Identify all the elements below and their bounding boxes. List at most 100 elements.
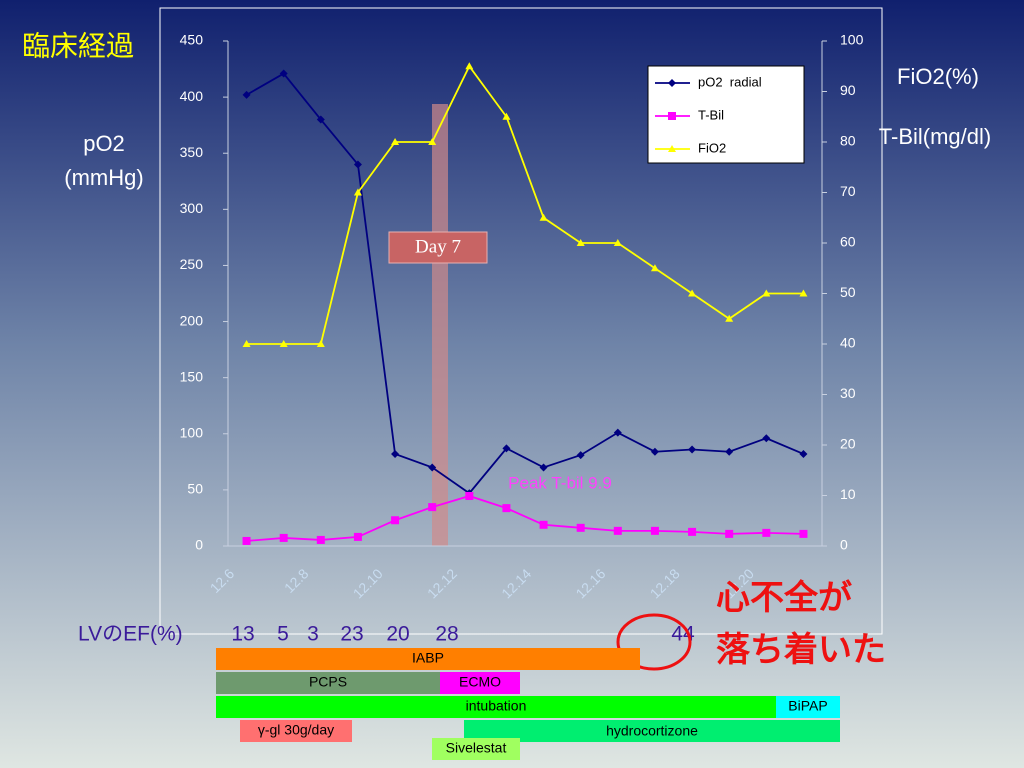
- y2-tick-label: 80: [840, 133, 856, 149]
- y-tick-label: 400: [180, 88, 204, 104]
- y2-tick-label: 50: [840, 284, 856, 300]
- data-point: [279, 340, 288, 347]
- data-point: [613, 239, 622, 246]
- data-point: [316, 340, 325, 347]
- data-point: [353, 532, 362, 541]
- data-point: [762, 289, 771, 297]
- y2-axis-label: T-Bil(mg/dl): [879, 124, 991, 149]
- data-point: [799, 529, 808, 538]
- data-point: [613, 526, 622, 535]
- data-point: [428, 463, 437, 472]
- data-point: [428, 138, 437, 145]
- therapy-bar: [440, 672, 520, 694]
- therapy-label: BiPAP: [788, 698, 827, 714]
- therapy-bar: [432, 738, 520, 760]
- data-point: [465, 62, 474, 70]
- data-point: [316, 535, 325, 544]
- ef-value: 23: [340, 623, 363, 646]
- data-point: [242, 536, 251, 545]
- therapy-bar: [464, 720, 840, 742]
- data-point: [316, 115, 325, 124]
- annotation: Peak T-bil 9.9: [508, 473, 612, 492]
- data-point: [391, 138, 400, 145]
- y-tick-label: 50: [187, 481, 203, 497]
- data-point: [650, 447, 659, 456]
- data-point: [762, 434, 771, 443]
- data-point: [762, 528, 771, 537]
- data-point: [576, 239, 585, 246]
- note: 落ち着いた: [716, 631, 886, 669]
- legend-label: FiO2: [698, 140, 726, 155]
- therapy-bar: [216, 696, 776, 718]
- y-axis-label: pO2: [83, 131, 125, 156]
- y-tick-label: 200: [180, 312, 204, 328]
- ef-label: LVのEF(%): [78, 623, 183, 646]
- therapy-bar: [240, 720, 352, 742]
- data-point: [279, 533, 288, 542]
- data-point: [688, 527, 697, 536]
- data-point: [428, 503, 437, 512]
- data-point: [279, 69, 288, 78]
- y2-tick-label: 0: [840, 537, 848, 553]
- data-point: [242, 340, 251, 347]
- y2-tick-label: 20: [840, 436, 856, 452]
- data-point: [353, 160, 362, 169]
- data-point: [502, 504, 511, 513]
- day-marker: [432, 104, 448, 546]
- y-axis-label: (mmHg): [64, 165, 143, 190]
- data-point: [576, 451, 585, 460]
- y-tick-label: 250: [180, 256, 204, 272]
- y2-tick-label: 60: [840, 234, 856, 250]
- data-point: [799, 289, 808, 297]
- y2-tick-label: 10: [840, 486, 856, 502]
- data-point: [539, 213, 548, 221]
- data-point: [725, 447, 734, 456]
- highlight-circle: [616, 613, 692, 671]
- therapy-bar: [216, 672, 440, 694]
- legend-marker: [668, 79, 676, 87]
- y-tick-label: 350: [180, 144, 204, 160]
- annotation-box: [388, 231, 488, 264]
- ef-value: 28: [435, 623, 458, 646]
- therapy-label: ECMO: [459, 674, 501, 690]
- y2-tick-label: 90: [840, 82, 856, 98]
- annotation: Day 7: [415, 236, 461, 257]
- ef-value: 13: [231, 623, 254, 646]
- therapy-bar: [776, 696, 840, 718]
- data-point: [242, 90, 251, 99]
- y-tick-label: 300: [180, 200, 204, 216]
- data-point: [576, 523, 585, 532]
- y-tick-label: 100: [180, 424, 204, 440]
- data-point: [465, 492, 474, 501]
- legend-label: T-Bil: [698, 107, 724, 122]
- data-point: [539, 520, 548, 529]
- data-point: [650, 526, 659, 535]
- note: 心不全が: [716, 578, 852, 617]
- ef-value: 3: [307, 623, 319, 646]
- therapy-label: PCPS: [309, 674, 347, 690]
- y2-tick-label: 30: [840, 385, 856, 401]
- therapy-bar: [216, 648, 640, 670]
- y2-tick-label: 70: [840, 183, 856, 199]
- data-point: [353, 188, 362, 196]
- data-point: [688, 289, 697, 297]
- series-line: [246, 495, 804, 542]
- y2-tick-label: 40: [840, 335, 856, 351]
- series-line: [246, 72, 804, 495]
- therapy-label: hydrocortizone: [606, 723, 698, 739]
- data-point: [502, 444, 511, 453]
- data-point: [502, 112, 511, 120]
- therapy-label: γ-gl 30g/day: [258, 722, 334, 738]
- plot-frame: [159, 7, 883, 635]
- data-point: [799, 449, 808, 458]
- legend-marker: [668, 112, 676, 120]
- data-point: [688, 445, 697, 454]
- y2-axis-label: FiO2(%): [897, 64, 979, 89]
- therapy-label: intubation: [466, 698, 527, 714]
- slide-title: 臨床経過: [22, 30, 134, 61]
- y2-tick-label: 100: [840, 32, 864, 48]
- ef-value: 20: [386, 623, 409, 646]
- data-point: [391, 449, 400, 458]
